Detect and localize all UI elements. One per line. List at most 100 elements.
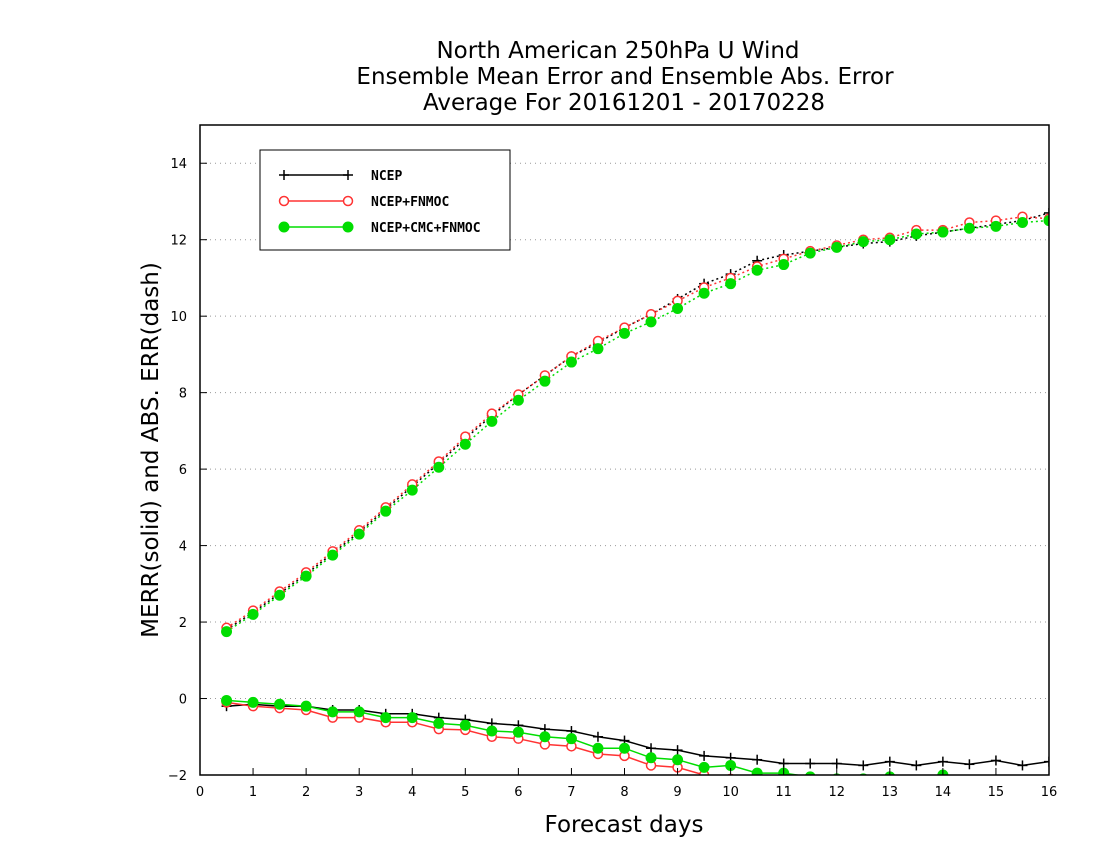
legend-marker-ncep-fnmoc-start [278, 195, 290, 207]
y-tick-label-6: 10 [170, 310, 187, 325]
x-tick-label-14: 14 [935, 785, 952, 800]
x-tick-label-2: 2 [302, 785, 310, 800]
legend-marker-ncep-cmc-fnmoc-b [342, 221, 354, 233]
legend-marker-ncep-fnmoc-b [342, 195, 354, 207]
merr-point-ncep-cmc-fnmoc-12 [539, 731, 551, 743]
merr-point-ncep-14 [592, 731, 603, 742]
merr-point-ncep-22 [805, 758, 816, 769]
y-tick-label-0: −2 [168, 769, 187, 784]
merr-line-ncep-cmc-fnmoc [226, 699, 947, 775]
x-tick-label-6: 6 [514, 785, 522, 800]
chart-title-line-1: North American 250hPa U Wind [436, 38, 799, 64]
x-tick-label-15: 15 [988, 785, 1005, 800]
abserr-lines [226, 212, 1049, 633]
abserr-point-ncep-cmc-fnmoc-3 [300, 570, 312, 582]
y-tick-label-7: 12 [170, 234, 187, 249]
x-tick-label-3: 3 [355, 785, 363, 800]
y-tick-label-3: 4 [179, 540, 187, 555]
abserr-point-ncep-cmc-fnmoc-12 [539, 375, 551, 387]
abserr-point-ncep-cmc-fnmoc-19 [725, 278, 737, 290]
merr-point-ncep-cmc-fnmoc-1 [247, 696, 259, 708]
legend-marker-ncep-end [343, 170, 353, 180]
x-tick-label-13: 13 [882, 785, 899, 800]
abserr-point-ncep-cmc-fnmoc-17 [672, 303, 684, 315]
abserr-point-ncep-cmc-fnmoc-0 [221, 626, 233, 638]
data-markers [221, 207, 1049, 793]
legend-box [259, 149, 511, 251]
merr-point-ncep-fnmoc-24 [859, 782, 868, 791]
merr-lines [226, 699, 1049, 775]
x-tick-label-11: 11 [775, 785, 792, 800]
merr-point-ncep-cmc-fnmoc-26 [911, 776, 921, 786]
merr-point-ncep-cmc-fnmoc-14 [592, 742, 604, 754]
legend: NCEP NCEP+FNMOC NCEP+CMC+FNMOC [259, 149, 511, 251]
merr-point-ncep-cmc-fnmoc-11 [512, 726, 524, 738]
merr-point-ncep-cmc-fnmoc-2 [274, 698, 286, 710]
merr-point-ncep-16 [646, 743, 657, 754]
merr-point-ncep-cmc-fnmoc-9 [459, 719, 471, 731]
legend-item-ncep-cmc-fnmoc: NCEP+CMC+FNMOC [278, 221, 481, 236]
abserr-point-ncep-cmc-fnmoc-27 [937, 226, 949, 238]
abserr-point-ncep-cmc-fnmoc-11 [512, 394, 524, 406]
abserr-point-ncep-cmc-fnmoc-24 [857, 236, 869, 248]
abserr-point-ncep-cmc-fnmoc-9 [459, 438, 471, 450]
abserr-point-ncep-31 [1044, 207, 1049, 218]
merr-point-ncep-fnmoc-20 [753, 776, 762, 785]
legend-marker-ncep-a [279, 170, 289, 180]
y-axis-label: MERR(solid) and ABS. ERR(dash) [138, 262, 164, 638]
x-axis-ticks: 0 1 2 3 4 5 6 7 8 9 10 11 12 13 14 15 16 [196, 768, 1057, 800]
merr-point-ncep-cmc-fnmoc-30 [1017, 778, 1027, 788]
merr-point-ncep-24 [858, 760, 869, 771]
merr-point-ncep-cmc-fnmoc-28 [964, 776, 974, 786]
abserr-point-ncep-cmc-fnmoc-26 [910, 228, 922, 240]
legend-items: NCEP NCEP+FNMOC NCEP+CMC+FNMOC [278, 169, 481, 236]
x-tick-label-4: 4 [408, 785, 416, 800]
legend-item-ncep-fnmoc: NCEP+FNMOC [278, 195, 449, 210]
x-tick-label-1: 1 [249, 785, 257, 800]
y-tick-label-1: 0 [179, 693, 187, 708]
y-tick-label-5: 8 [179, 387, 187, 402]
merr-point-ncep-cmc-fnmoc-5 [353, 706, 365, 718]
merr-point-ncep-cmc-fnmoc-8 [433, 717, 445, 729]
abserr-point-ncep-cmc-fnmoc-28 [963, 222, 975, 234]
legend-marker-ncep-start [279, 170, 289, 180]
y-axis-ticks: −2 0 2 4 6 8 10 12 14 [168, 157, 207, 784]
merr-point-ncep-cmc-fnmoc-10 [486, 725, 498, 737]
abserr-line-ncep-cmc-fnmoc [226, 219, 1049, 633]
merr-line-ncep-fnmoc [226, 701, 710, 775]
merr-point-ncep-17 [672, 745, 683, 756]
abserr-line-ncep [226, 212, 1049, 631]
y-tick-label-2: 2 [179, 616, 187, 631]
legend-marker-ncep-fnmoc-a [278, 195, 290, 207]
legend-marker-ncep-cmc-fnmoc-start [278, 221, 290, 233]
abserr-point-ncep-cmc-fnmoc-2 [274, 589, 286, 601]
merr-point-ncep-cmc-fnmoc-18 [698, 761, 710, 773]
merr-point-ncep-18 [699, 750, 710, 761]
x-tick-label-9: 9 [673, 785, 681, 800]
abserr-point-ncep-cmc-fnmoc-4 [327, 549, 339, 561]
merr-point-ncep-23 [831, 758, 842, 769]
legend-label-ncep-fnmoc: NCEP+FNMOC [371, 195, 449, 210]
merr-point-ncep-cmc-fnmoc-16 [645, 752, 657, 764]
merr-line-ncep [226, 703, 1049, 767]
abserr-point-ncep-cmc-fnmoc-1 [247, 608, 259, 620]
merr-point-ncep-cmc-fnmoc-7 [406, 712, 418, 724]
x-tick-label-7: 7 [567, 785, 575, 800]
abserr-point-ncep-cmc-fnmoc-29 [990, 220, 1002, 232]
abserr-point-ncep-cmc-fnmoc-18 [698, 287, 710, 299]
merr-point-ncep-fnmoc-26 [912, 784, 921, 793]
merr-point-ncep-fnmoc-22 [806, 780, 815, 789]
abserr-point-ncep-cmc-fnmoc-20 [751, 264, 763, 276]
merr-point-ncep-cmc-fnmoc-0 [221, 694, 233, 706]
merr-point-ncep-cmc-fnmoc-4 [327, 706, 339, 718]
x-tick-label-16: 16 [1041, 785, 1058, 800]
abserr-point-ncep-cmc-fnmoc-21 [778, 259, 790, 271]
merr-point-ncep-cmc-fnmoc-17 [672, 754, 684, 766]
legend-marker-ncep-fnmoc-end [342, 195, 354, 207]
abserr-point-ncep-cmc-fnmoc-6 [380, 505, 392, 517]
x-tick-label-0: 0 [196, 785, 204, 800]
merr-point-ncep-cmc-fnmoc-13 [565, 733, 577, 745]
abserr-point-ncep-cmc-fnmoc-23 [831, 241, 843, 253]
merr-point-ncep-29 [990, 755, 1001, 766]
merr-point-ncep-31 [1044, 756, 1049, 767]
